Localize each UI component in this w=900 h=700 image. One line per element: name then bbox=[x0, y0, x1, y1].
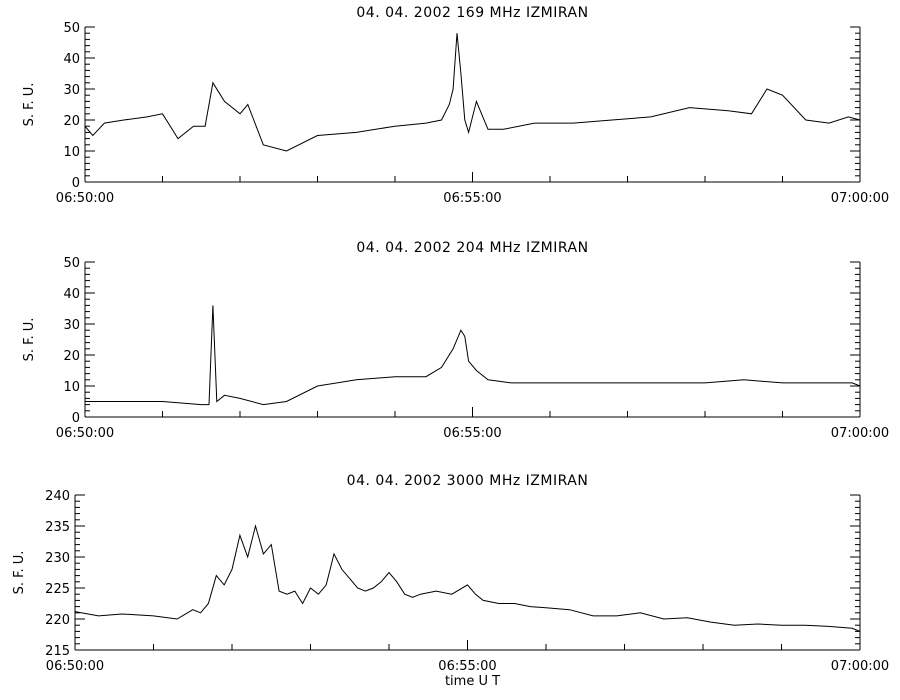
chart-panel-3: 215 220 225 230 235 240 06:50:00 06:55:00 07:00:… bbox=[12, 473, 889, 689]
y-tick-label: 10 bbox=[63, 145, 80, 160]
y-axis-label: S. F. U. bbox=[22, 83, 37, 127]
x-tick-label: 06:50:00 bbox=[56, 191, 114, 206]
y-tick-label: 30 bbox=[63, 318, 80, 333]
series-line-1 bbox=[85, 305, 861, 406]
x-tick-label: 06:55:00 bbox=[443, 191, 501, 206]
series-line-1 bbox=[84, 33, 861, 152]
x-tick-label: 06:50:00 bbox=[56, 426, 114, 441]
y-axis-label: S. F. U. bbox=[22, 318, 37, 362]
x-tick-label: 06:55:00 bbox=[443, 426, 501, 441]
y-tick-label: 30 bbox=[63, 83, 80, 98]
chart-panel-1: 0 10 20 30 40 50 06:50:00 06:55:00 07:00:00 04. 0… bbox=[22, 5, 889, 206]
chart-title: 04. 04. 2002 3000 MHz IZMIRAN bbox=[347, 473, 589, 489]
y-tick-label: 230 bbox=[45, 551, 70, 566]
x-tick-label: 06:50:00 bbox=[46, 659, 104, 674]
y-tick-label: 235 bbox=[45, 520, 70, 535]
y-tick-label: 0 bbox=[72, 411, 80, 426]
y-tick-label: 50 bbox=[63, 21, 80, 36]
x-axis-label: time U T bbox=[445, 674, 500, 689]
x-tick-label: 07:00:00 bbox=[831, 426, 889, 441]
y-tick-label: 220 bbox=[45, 613, 70, 628]
x-tick-label: 07:00:00 bbox=[831, 191, 889, 206]
chart-panel-2: 0 10 20 30 40 50 06:50:00 06:55:00 07:00:00 04. 0… bbox=[22, 240, 889, 441]
y-tick-label: 0 bbox=[72, 176, 80, 191]
y-tick-label: 20 bbox=[63, 349, 80, 364]
y-tick-label: 240 bbox=[45, 489, 70, 504]
y-tick-label: 10 bbox=[63, 380, 80, 395]
y-tick-label: 40 bbox=[63, 52, 80, 67]
y-tick-label: 215 bbox=[45, 644, 70, 659]
y-axis-label: S. F. U. bbox=[12, 551, 27, 595]
series-line-1 bbox=[74, 524, 861, 632]
chart-title: 04. 04. 2002 204 MHz IZMIRAN bbox=[356, 240, 588, 256]
y-tick-label: 225 bbox=[45, 582, 70, 597]
y-tick-label: 20 bbox=[63, 114, 80, 129]
y-tick-label: 40 bbox=[63, 287, 80, 302]
y-tick-label: 50 bbox=[63, 256, 80, 271]
chart-title: 04. 04. 2002 169 MHz IZMIRAN bbox=[356, 5, 588, 21]
x-tick-label: 07:00:00 bbox=[831, 659, 889, 674]
x-tick-label: 06:55:00 bbox=[438, 659, 496, 674]
